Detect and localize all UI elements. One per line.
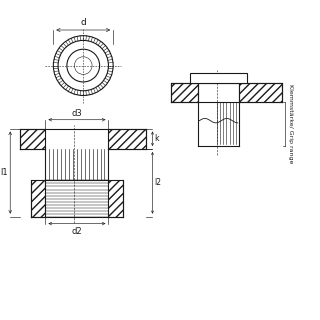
Bar: [239, 83, 282, 102]
Bar: [190, 74, 247, 83]
Bar: [108, 129, 146, 149]
Text: l1: l1: [1, 168, 8, 177]
Bar: [108, 180, 123, 217]
Text: Klemmstärke/ Grip range: Klemmstärke/ Grip range: [288, 84, 293, 164]
Bar: [20, 129, 45, 149]
Text: d2: d2: [72, 227, 82, 236]
Bar: [172, 83, 198, 102]
Text: l2: l2: [154, 178, 161, 187]
Bar: [31, 180, 45, 217]
Text: k: k: [154, 134, 158, 143]
Text: d3: d3: [72, 108, 82, 117]
Text: d: d: [80, 19, 86, 28]
